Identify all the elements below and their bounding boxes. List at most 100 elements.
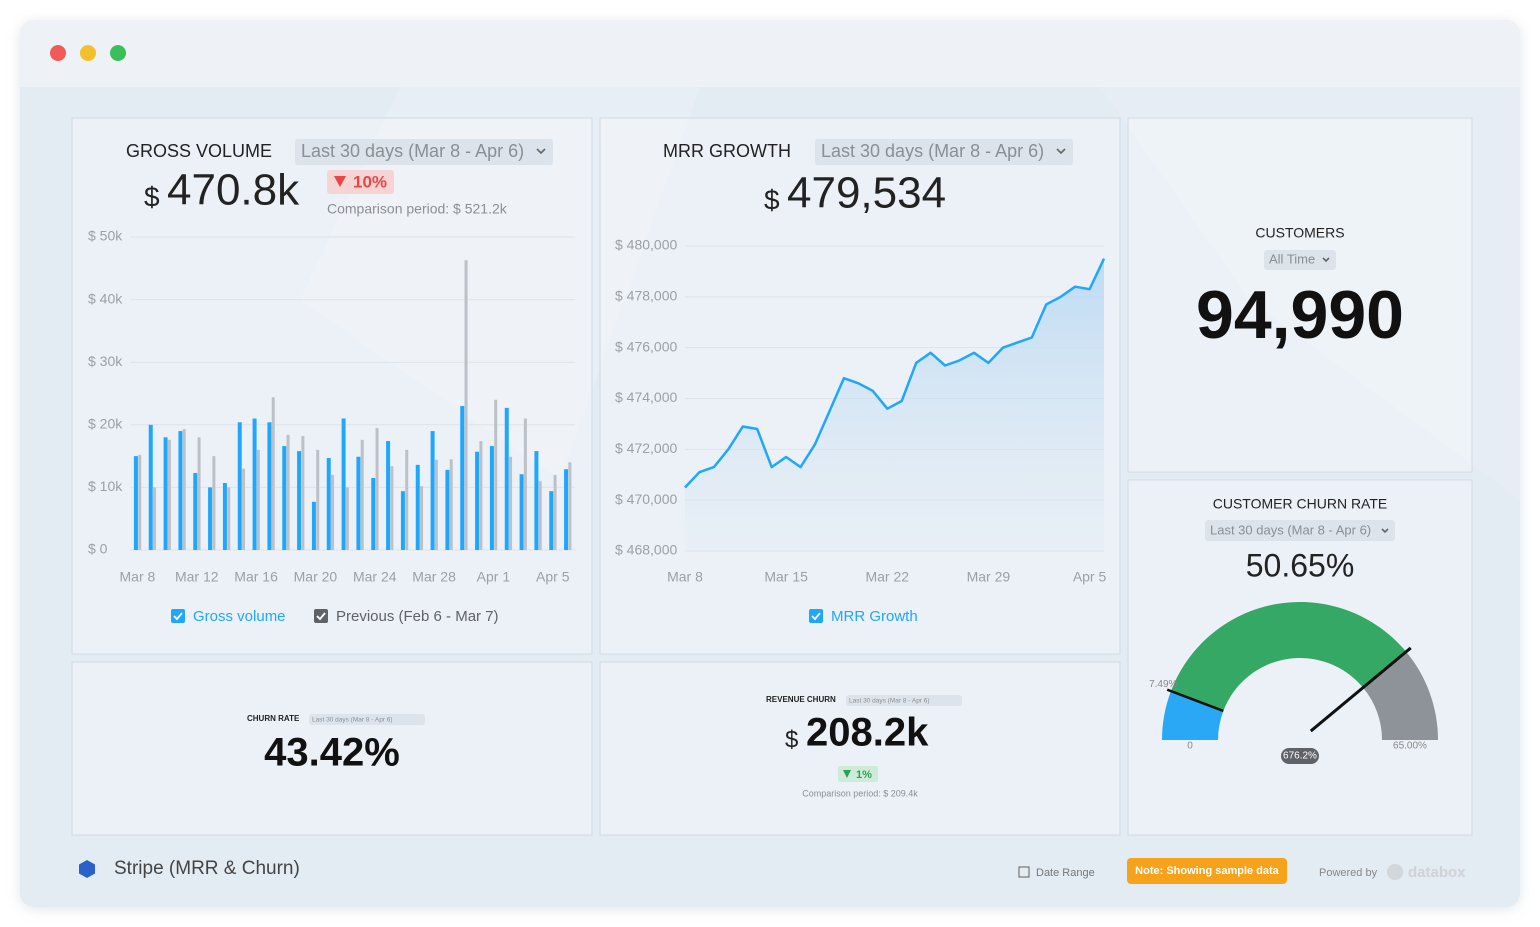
bar: [222, 483, 227, 550]
bar: [237, 422, 242, 550]
x-tick-label: Mar 15: [764, 569, 808, 585]
period-label: Last 30 days (Mar 8 - Apr 6): [301, 141, 524, 161]
x-tick-label: Mar 29: [967, 569, 1011, 585]
bar: [286, 434, 290, 550]
line: [684, 258, 1106, 489]
down-arrow: [843, 770, 851, 778]
minimize-button[interactable]: [80, 45, 96, 61]
legend-label: Previous (Feb 6 - Mar 7): [336, 608, 499, 625]
bar: [341, 418, 346, 550]
bar: [212, 456, 216, 550]
x-tick-label: Apr 5: [536, 569, 570, 585]
gauge-min-label: 0: [1187, 741, 1193, 752]
bar: [553, 474, 557, 550]
threshold-label: 7.49%: [1149, 679, 1177, 690]
y-tick-label: $ 480,000: [615, 237, 677, 253]
bar: [420, 486, 424, 550]
legend-label: Gross volume: [193, 608, 286, 625]
period-label: Last 30 days (Mar 8 - Apr 6): [312, 717, 393, 724]
period-label: Last 30 days (Mar 8 - Apr 6): [821, 141, 1044, 161]
period-label: Last 30 days (Mar 8 - Apr 6): [849, 698, 930, 705]
bar: [208, 487, 213, 550]
checkmark: [811, 612, 821, 621]
checkmark: [173, 612, 183, 621]
bar: [568, 462, 572, 550]
brand-logo: [1387, 864, 1403, 880]
needle-label: 676.2%: [1283, 751, 1317, 762]
bar: [400, 491, 405, 550]
period-dropdown[interactable]: [1264, 250, 1336, 270]
x-tick-label: Mar 8: [120, 569, 156, 585]
x-tick-label: Apr 5: [1073, 569, 1107, 585]
date-range[interactable]: Date Range: [1036, 867, 1095, 879]
bar: [371, 478, 376, 550]
bar: [479, 441, 483, 550]
gauge-low-band: [1162, 691, 1224, 740]
chevron: [1381, 528, 1389, 534]
dashboard-name: Stripe (MRR & Churn): [114, 858, 300, 879]
panel: [71, 117, 593, 655]
currency: $: [144, 181, 160, 212]
bar: [494, 399, 498, 550]
bar: [549, 491, 554, 550]
x-tick-label: Mar 12: [175, 569, 219, 585]
gauge-max-label: 65.00%: [1393, 741, 1427, 752]
bar: [252, 418, 257, 550]
x-tick-label: Apr 1: [477, 569, 511, 585]
needle: [1309, 646, 1412, 733]
bar: [475, 451, 480, 550]
bar: [445, 469, 450, 550]
period-dropdown[interactable]: [846, 695, 962, 706]
close-button[interactable]: [50, 45, 66, 61]
bar: [197, 437, 201, 550]
maximize-button[interactable]: [110, 45, 126, 61]
x-tick-label: Mar 20: [294, 569, 338, 585]
y-tick-label: $ 470,000: [615, 491, 677, 507]
bar: [538, 481, 542, 550]
chevron: [1322, 257, 1330, 263]
period-dropdown[interactable]: [295, 139, 553, 165]
y-tick-label: $ 0: [88, 541, 108, 557]
bar: [326, 457, 331, 550]
gauge-value: 50.65%: [1246, 547, 1355, 583]
bar: [519, 474, 524, 550]
comparison: Comparison period: $ 521.2k: [327, 201, 508, 217]
bar: [311, 501, 316, 550]
legend-checkbox[interactable]: [171, 609, 185, 623]
big-value: 208.2k: [806, 711, 929, 755]
bar: [534, 451, 539, 550]
title-bar: [20, 20, 1520, 87]
big-value: 470.8k: [167, 166, 300, 215]
bar: [356, 456, 361, 550]
bar: [138, 454, 142, 550]
bar: [375, 427, 379, 550]
powered-by: Powered by: [1319, 867, 1378, 879]
legend-checkbox[interactable]: [314, 609, 328, 623]
bar: [523, 418, 527, 550]
x-tick-label: Mar 22: [865, 569, 909, 585]
bar: [227, 487, 231, 550]
currency: $: [785, 726, 798, 753]
bar: [267, 422, 272, 550]
period-dropdown[interactable]: [309, 714, 425, 725]
bar: [331, 474, 335, 550]
y-tick-label: $ 50k: [88, 228, 123, 244]
x-tick-label: Mar 28: [412, 569, 456, 585]
period-dropdown[interactable]: [1205, 520, 1395, 541]
bg-shape: [1100, 87, 1520, 500]
y-tick-label: $ 10k: [88, 478, 123, 494]
period-dropdown[interactable]: [815, 139, 1073, 165]
bar: [509, 456, 513, 550]
sample-note-badge: [1127, 858, 1287, 884]
widget-title: GROSS VOLUME: [126, 141, 272, 161]
app-logo: [79, 860, 95, 878]
bar: [449, 459, 453, 550]
legend-checkbox[interactable]: [809, 609, 823, 623]
y-tick-label: $ 468,000: [615, 542, 677, 558]
bar: [489, 446, 494, 550]
bar: [464, 260, 468, 550]
period-label: All Time: [1269, 251, 1315, 266]
panel: [599, 661, 1121, 836]
y-tick-label: $ 472,000: [615, 440, 677, 456]
